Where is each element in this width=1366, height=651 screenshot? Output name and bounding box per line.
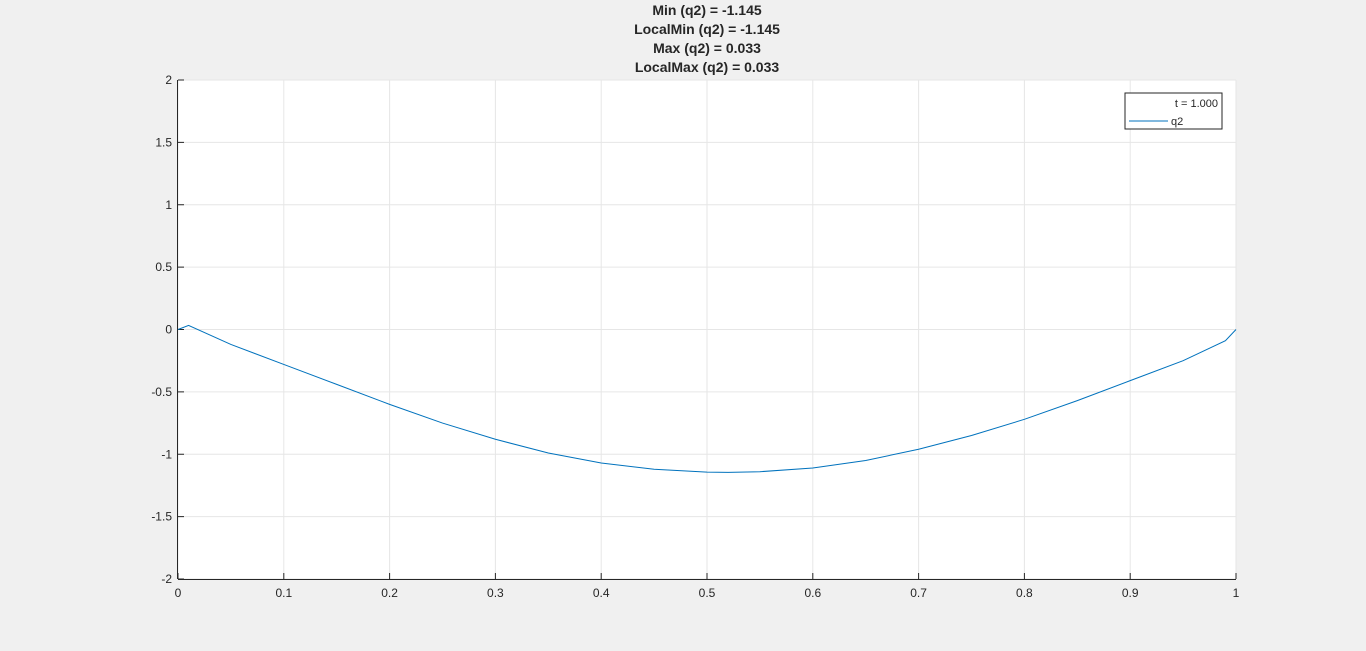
title-line-max: Max (q2) = 0.033 [653, 40, 761, 56]
x-tick-label: 0.8 [1016, 586, 1033, 600]
y-tick-labels: -2 -1.5 -1 -0.5 0 0.5 1 1.5 2 [151, 73, 172, 586]
x-tick-label: 0 [175, 586, 182, 600]
legend-label-q2: q2 [1171, 116, 1183, 128]
legend[interactable]: t = 1.000 q2 [1124, 92, 1223, 130]
y-tick-label: 1.5 [155, 135, 172, 149]
legend-box [1124, 92, 1223, 130]
x-tick-label: 0.1 [275, 586, 292, 600]
x-tick-label: 0.9 [1122, 586, 1139, 600]
x-tick-labels: 0 0.1 0.2 0.3 0.4 0.5 0.6 0.7 0.8 0.9 1 [175, 586, 1240, 600]
x-tick-label: 0.2 [381, 586, 398, 600]
x-tick-label: 0.7 [910, 586, 927, 600]
y-tick-label: 1 [165, 198, 172, 212]
legend-header: t = 1.000 [1175, 98, 1218, 110]
series-layer [177, 324, 1237, 473]
y-tick-label: -0.5 [151, 385, 172, 399]
title-line-localmin: LocalMin (q2) = -1.145 [634, 21, 780, 37]
x-tick-label: 0.4 [593, 586, 610, 600]
y-tick-label: -2 [161, 572, 172, 586]
x-tick-label: 1 [1233, 586, 1240, 600]
chart-title: Min (q2) = -1.145 LocalMin (q2) = -1.145… [634, 2, 780, 75]
series-line-q2 [177, 324, 1237, 473]
axes [177, 79, 1237, 580]
y-tick-label: -1.5 [151, 510, 172, 524]
x-tick-label: 0.5 [699, 586, 716, 600]
x-tick-label: 0.6 [804, 586, 821, 600]
y-tick-label: 0.5 [155, 260, 172, 274]
title-line-min: Min (q2) = -1.145 [652, 2, 762, 18]
x-tick-label: 0.3 [487, 586, 504, 600]
y-tick-label: 2 [165, 73, 172, 87]
y-tick-label: 0 [165, 323, 172, 337]
y-tick-label: -1 [161, 447, 172, 461]
title-line-localmax: LocalMax (q2) = 0.033 [635, 59, 780, 75]
